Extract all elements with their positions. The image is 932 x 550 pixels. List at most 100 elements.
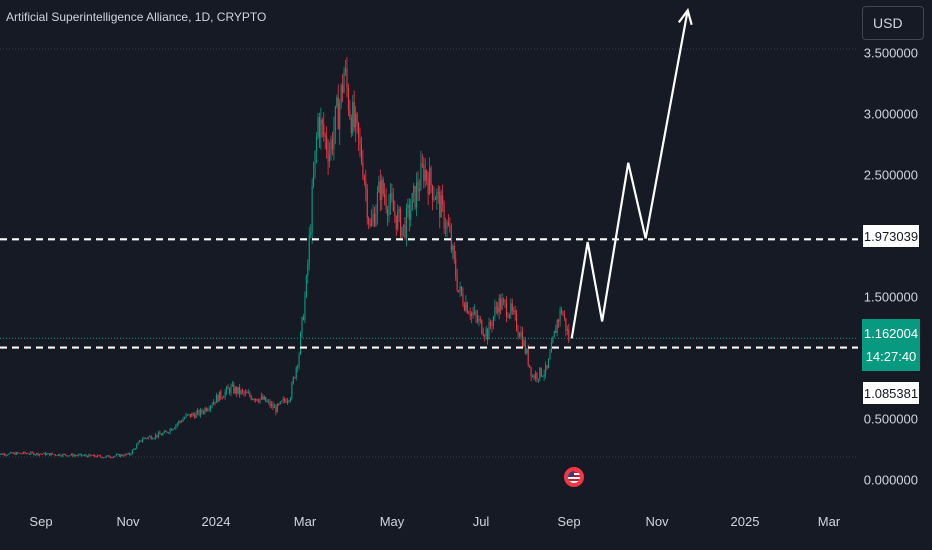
candle-body [513, 310, 515, 312]
candle-body [433, 198, 435, 200]
candle [447, 214, 449, 227]
candle-body [381, 179, 383, 201]
candle-body [539, 367, 541, 379]
candle-body [540, 367, 542, 377]
candle-body [445, 227, 447, 229]
candle-body [82, 455, 84, 457]
candle-body [204, 408, 206, 413]
candle [126, 453, 128, 456]
candle-body [278, 403, 280, 405]
candle-body [178, 421, 180, 424]
us-flag-icon[interactable] [564, 467, 584, 487]
candle [504, 299, 506, 308]
candle-body [101, 456, 103, 458]
candle [175, 424, 177, 430]
candle [294, 376, 296, 379]
candle-body [414, 185, 416, 208]
candle-body [514, 310, 516, 314]
candle-body [150, 436, 152, 439]
candle-body [482, 333, 484, 336]
candle [269, 399, 271, 409]
candle [408, 198, 410, 232]
candle [508, 313, 510, 320]
candle-body [189, 414, 191, 417]
candle-body [384, 193, 386, 198]
candle [501, 293, 503, 311]
candle [404, 217, 406, 241]
candle [550, 337, 552, 353]
candle-body [400, 208, 402, 237]
candle [7, 454, 9, 456]
candle-body [495, 306, 497, 308]
candle [553, 330, 555, 338]
candle [201, 408, 203, 415]
candle-body [188, 414, 190, 415]
candle [413, 182, 415, 203]
candle [516, 309, 518, 332]
candle-body [252, 398, 254, 400]
candle [10, 451, 12, 454]
candle-body [198, 410, 200, 416]
candle [111, 456, 113, 459]
candle [310, 223, 312, 239]
candle-body [217, 395, 219, 402]
candle-body [36, 452, 38, 455]
candle-body [356, 113, 358, 123]
candle-body [491, 325, 493, 327]
candle-body [263, 396, 265, 400]
candle [263, 395, 265, 401]
candle-body [318, 117, 320, 139]
candle-body [550, 342, 552, 353]
candle [429, 157, 431, 196]
candle-body [23, 451, 25, 454]
candle-body [239, 387, 241, 394]
candle [188, 413, 190, 416]
candle [475, 309, 477, 324]
candle-body [166, 431, 168, 433]
candle [365, 169, 367, 202]
currency-button[interactable]: USD [862, 6, 924, 40]
candle [52, 453, 54, 455]
candle [184, 416, 186, 420]
candle [12, 452, 14, 454]
candle [28, 453, 30, 456]
candle [337, 84, 339, 130]
candle-body [105, 455, 107, 458]
candle-body [350, 117, 352, 134]
candle-body [315, 136, 318, 151]
candle [157, 430, 159, 439]
candle-body [230, 385, 232, 394]
candle-body [243, 391, 245, 394]
candle [120, 453, 122, 458]
candle-body [224, 391, 226, 398]
candle-body [139, 440, 141, 443]
candle [453, 242, 455, 264]
candle [378, 175, 380, 193]
candle-body [333, 131, 335, 150]
candle-body [97, 455, 99, 458]
candle [223, 395, 225, 398]
candle-body [65, 454, 67, 456]
candle [416, 172, 418, 217]
candle [252, 398, 254, 401]
candle [566, 325, 568, 336]
candle-body [268, 401, 270, 403]
candle-body [221, 397, 223, 399]
candle [102, 456, 104, 459]
candle [529, 364, 531, 369]
candle [359, 127, 361, 158]
candle [355, 106, 357, 143]
level-high-label: 1.973039 [862, 224, 920, 248]
candle-body [382, 179, 384, 194]
candle-body [47, 453, 49, 454]
candle-body [259, 398, 261, 402]
candle-body [352, 101, 354, 134]
candle-body [321, 119, 323, 125]
candle [391, 183, 393, 203]
candle [72, 452, 74, 458]
candle [434, 195, 436, 200]
candle-body [5, 455, 7, 456]
candle-body [553, 330, 555, 338]
candle [394, 200, 396, 224]
